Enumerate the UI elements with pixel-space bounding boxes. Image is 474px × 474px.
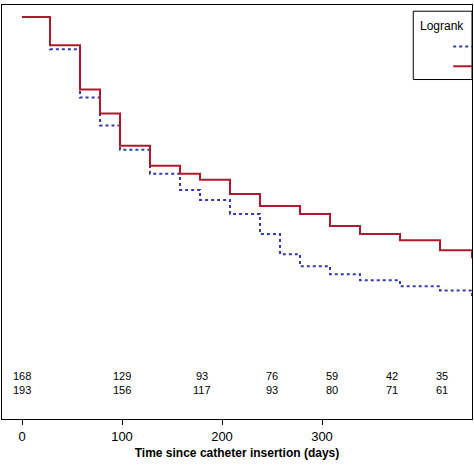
svg-text:100: 100 — [111, 429, 133, 444]
svg-text:76: 76 — [266, 370, 278, 382]
svg-text:80: 80 — [326, 384, 338, 396]
svg-text:Logrank: Logrank — [420, 19, 464, 33]
svg-text:71: 71 — [386, 384, 398, 396]
svg-text:168: 168 — [13, 370, 31, 382]
svg-text:129: 129 — [113, 370, 131, 382]
svg-text:300: 300 — [311, 429, 333, 444]
svg-text:42: 42 — [386, 370, 398, 382]
svg-text:35: 35 — [436, 370, 448, 382]
svg-text:117: 117 — [193, 384, 211, 396]
svg-text:59: 59 — [326, 370, 338, 382]
svg-text:93: 93 — [196, 370, 208, 382]
svg-text:93: 93 — [266, 384, 278, 396]
svg-text:0: 0 — [18, 429, 25, 444]
svg-text:Time since catheter insertion: Time since catheter insertion (days) — [135, 446, 340, 460]
svg-text:156: 156 — [113, 384, 131, 396]
svg-text:193: 193 — [13, 384, 31, 396]
svg-text:61: 61 — [436, 384, 448, 396]
svg-text:200: 200 — [211, 429, 233, 444]
